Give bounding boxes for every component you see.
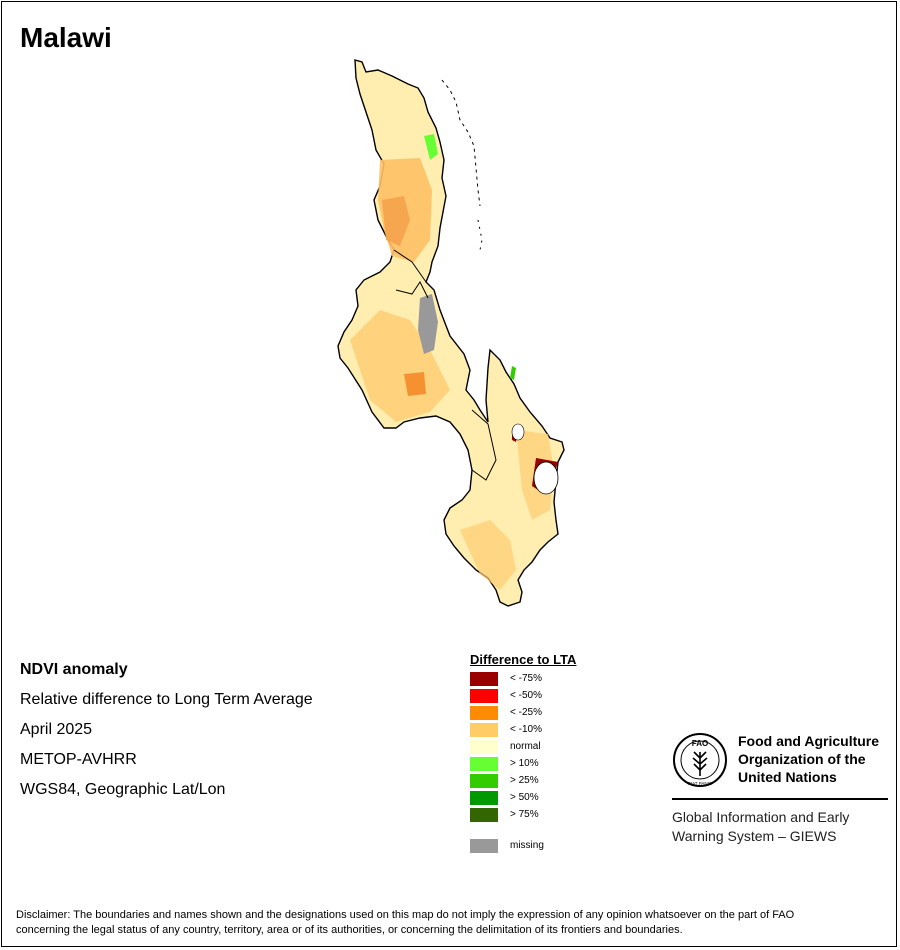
giews-name: Global Information and Early Warning Sys… bbox=[672, 808, 888, 846]
legend-label: > 50% bbox=[510, 792, 539, 803]
legend-item: < -75% bbox=[470, 670, 576, 687]
info-sensor: METOP-AVHRR bbox=[20, 751, 137, 768]
lake-shoreline bbox=[441, 79, 481, 207]
svg-text:FAO: FAO bbox=[692, 739, 708, 748]
fao-name-line: Food and Agriculture bbox=[738, 733, 880, 749]
map-title: Malawi bbox=[20, 22, 112, 53]
anomaly-below-25-north bbox=[382, 196, 410, 246]
disclaimer-line: Disclaimer: The boundaries and names sho… bbox=[16, 909, 795, 921]
legend-swatch bbox=[470, 790, 498, 805]
legend-item: normal bbox=[470, 738, 576, 755]
lake-shoreline bbox=[477, 219, 483, 251]
legend-swatch bbox=[470, 705, 498, 720]
fao-logo-icon: FAO FIAT PANIS bbox=[673, 733, 727, 787]
anomaly-above-10-north bbox=[424, 134, 438, 160]
legend-swatch bbox=[470, 722, 498, 737]
legend-item-missing: missing bbox=[470, 837, 576, 854]
legend-label: > 10% bbox=[510, 758, 539, 769]
legend-label: missing bbox=[510, 840, 544, 851]
fao-block: FAO FIAT PANIS Food and Agriculture Orga… bbox=[672, 732, 888, 846]
anomaly-above-10-east bbox=[510, 366, 516, 380]
legend-title: Difference to LTA bbox=[470, 652, 577, 667]
legend-label: < -75% bbox=[510, 673, 542, 684]
legend-label: > 25% bbox=[510, 775, 539, 786]
disclaimer: Disclaimer: The boundaries and names sho… bbox=[16, 908, 886, 938]
disclaimer-line: concerning the legal status of any count… bbox=[16, 924, 683, 936]
legend-item: > 10% bbox=[470, 755, 576, 772]
legend-swatch bbox=[470, 773, 498, 788]
fao-name-line: United Nations bbox=[738, 769, 837, 785]
legend: Difference to LTA < -75% < -50% < -25% < -1… bbox=[470, 652, 576, 854]
info-description: Relative difference to Long Term Average bbox=[20, 691, 313, 708]
legend-item: > 25% bbox=[470, 772, 576, 789]
legend-swatch bbox=[470, 807, 498, 822]
legend-swatch bbox=[470, 688, 498, 703]
region-boundary bbox=[471, 409, 497, 481]
fao-divider bbox=[672, 798, 888, 800]
legend-label: > 75% bbox=[510, 809, 539, 820]
legend-label: < -10% bbox=[510, 724, 542, 735]
legend-item: > 75% bbox=[470, 806, 576, 823]
fao-name-line: Organization of the bbox=[738, 751, 866, 767]
legend-swatch bbox=[470, 756, 498, 771]
malawi-ndvi-map bbox=[337, 59, 565, 607]
giews-line: Warning System – GIEWS bbox=[672, 828, 837, 844]
info-heading: NDVI anomaly bbox=[20, 661, 128, 678]
legend-item: < -25% bbox=[470, 704, 576, 721]
region-boundary bbox=[395, 281, 429, 299]
legend-label: < -25% bbox=[510, 707, 542, 718]
info-date: April 2025 bbox=[20, 721, 93, 738]
legend-item: > 50% bbox=[470, 789, 576, 806]
svg-text:FIAT PANIS: FIAT PANIS bbox=[688, 781, 712, 786]
lake-island bbox=[511, 423, 525, 441]
region-boundary bbox=[393, 249, 427, 283]
giews-line: Global Information and Early bbox=[672, 809, 850, 825]
legend-swatch bbox=[470, 838, 498, 853]
info-block: NDVI anomaly Relative difference to Long… bbox=[20, 655, 313, 805]
legend-item: < -50% bbox=[470, 687, 576, 704]
legend-item: < -10% bbox=[470, 721, 576, 738]
legend-items: < -75% < -50% < -25% < -10% normal > 10% > 25%… bbox=[470, 670, 576, 823]
info-projection: WGS84, Geographic Lat/Lon bbox=[20, 781, 226, 798]
legend-swatch bbox=[470, 671, 498, 686]
legend-swatch bbox=[470, 739, 498, 754]
missing-data-patch bbox=[418, 294, 438, 354]
lake-island bbox=[533, 461, 559, 495]
anomaly-below-10-south bbox=[460, 520, 516, 590]
legend-label: normal bbox=[510, 741, 541, 752]
fao-organization-name: Food and Agriculture Organization of the… bbox=[738, 732, 879, 786]
legend-label: < -50% bbox=[510, 690, 542, 701]
anomaly-below-25-central bbox=[404, 372, 426, 396]
